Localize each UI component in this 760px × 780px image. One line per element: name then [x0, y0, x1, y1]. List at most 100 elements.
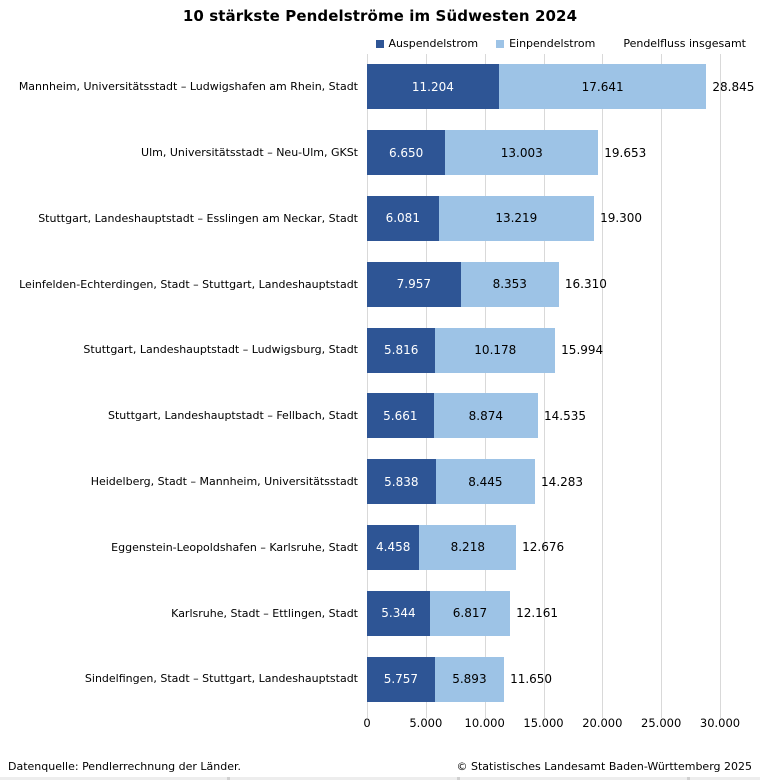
chart-title: 10 stärkste Pendelströme im Südwesten 20… — [182, 7, 578, 25]
bar-row: Sindelfingen, Stadt – Stuttgart, Landesh… — [0, 646, 760, 712]
gridline — [484, 54, 486, 718]
x-axis-tick-label: 0 — [363, 716, 371, 730]
category-label: Mannheim, Universitätsstadt – Ludwigshaf… — [18, 80, 358, 94]
stacked-bar: 7.957 8.353 16.310 — [367, 261, 607, 307]
auspendelstrom-value-label: 5.344 — [381, 606, 416, 621]
category-label: Heidelberg, Stadt – Mannheim, Universitä… — [90, 474, 358, 488]
data-source-note: Datenquelle: Pendlerrechnung der Länder. — [8, 760, 242, 773]
category-label: Karlsruhe, Stadt – Ettlingen, Stadt — [171, 606, 358, 620]
category-label: Stuttgart, Landeshauptstadt – Fellbach, … — [108, 409, 358, 423]
einpendelstrom-value-label: 13.003 — [500, 145, 543, 160]
x-axis-tick-label: 30.000 — [699, 716, 741, 730]
einpendelstrom-value-label: 5.893 — [452, 672, 487, 687]
legend-label: Einpendelstrom — [509, 37, 596, 50]
einpendelstrom-value-label: 8.218 — [450, 540, 485, 555]
auspendelstrom-segment: 6.081 — [367, 195, 439, 241]
auspendelstrom-value-label: 6.650 — [388, 145, 424, 160]
total-value-label: 11.650 — [510, 672, 553, 687]
bar-zone: 6.650 13.003 19.653 — [367, 130, 760, 176]
einpendelstrom-segment: 8.218 — [419, 524, 517, 570]
auspendelstrom-segment: 5.816 — [367, 327, 436, 373]
x-axis-tick-label: 20.000 — [582, 716, 623, 730]
auspendelstrom-value-label: 7.957 — [396, 277, 431, 292]
total-value-label: 14.283 — [541, 474, 584, 489]
auspendelstrom-value-label: 5.757 — [383, 672, 419, 687]
stacked-bar: 5.757 5.893 11.650 — [367, 656, 553, 702]
stacked-bar: 6.081 13.219 19.300 — [367, 195, 643, 241]
auspendelstrom-segment: 5.661 — [367, 393, 434, 439]
stacked-bar: 5.838 8.445 14.283 — [367, 459, 584, 505]
bar-row: Stuttgart, Landeshauptstadt – Fellbach, … — [0, 383, 760, 449]
gridline — [602, 54, 604, 718]
auspendelstrom-value-label: 5.816 — [384, 343, 419, 358]
einpendelstrom-value-label: 8.445 — [468, 474, 503, 489]
bar-zone: 5.757 5.893 11.650 — [367, 656, 760, 702]
gridline — [720, 54, 721, 718]
bottom-gridline-strip — [0, 777, 760, 780]
bar-zone: 6.081 13.219 19.300 — [367, 195, 760, 241]
auspendelstrom-segment: 5.757 — [367, 656, 435, 702]
bar-row: Ulm, Universitätsstadt – Neu-Ulm, GKSt 6… — [0, 120, 760, 186]
x-axis-tick-label: 5.000 — [409, 716, 443, 730]
einpendelstrom-segment: 8.353 — [460, 261, 559, 307]
bar-row: Leinfelden-Echterdingen, Stadt – Stuttga… — [0, 251, 760, 317]
x-axis: 0 5.000 10.000 15.000 20.000 25.000 30.000 — [0, 714, 760, 732]
legend-label: Pendelfluss insgesamt — [623, 37, 746, 50]
einpendelstrom-segment: 17.641 — [498, 64, 707, 110]
bar-zone: 5.661 8.874 14.535 — [367, 393, 760, 439]
einpendelstrom-segment: 6.817 — [429, 590, 511, 636]
auspendelstrom-value-label: 11.204 — [411, 79, 454, 94]
einpendelstrom-segment: 13.219 — [438, 195, 595, 241]
plot-area: Mannheim, Universitätsstadt – Ludwigshaf… — [0, 54, 760, 718]
bar-zone: 5.838 8.445 14.283 — [367, 459, 760, 505]
x-axis-tick-label: 25.000 — [641, 716, 682, 730]
total-value-label: 12.161 — [516, 606, 559, 621]
stacked-bar: 5.816 10.178 15.994 — [367, 327, 604, 373]
bar-zone: 4.458 8.218 12.676 — [367, 524, 760, 570]
total-value-label: 19.300 — [600, 211, 643, 226]
bar-row: Stuttgart, Landeshauptstadt – Esslingen … — [0, 186, 760, 252]
gridline — [661, 54, 663, 718]
bar-row: Eggenstein-Leopoldshafen – Karlsruhe, St… — [0, 515, 760, 581]
einpendelstrom-value-label: 10.178 — [474, 343, 517, 358]
copyright-note: © Statistisches Landesamt Baden-Württemb… — [456, 760, 752, 773]
bar-zone: 5.344 6.817 12.161 — [367, 590, 760, 636]
category-label: Stuttgart, Landeshauptstadt – Ludwigsbur… — [83, 343, 358, 357]
einpendelstrom-value-label: 8.353 — [492, 277, 527, 292]
auspendelstrom-segment: 7.957 — [367, 261, 461, 307]
gridline — [543, 54, 545, 718]
bar-zone: 7.957 8.353 16.310 — [367, 261, 760, 307]
einpendelstrom-segment: 8.445 — [435, 459, 536, 505]
auspendelstrom-value-label: 5.661 — [383, 408, 418, 423]
total-value-label: 12.676 — [522, 540, 565, 555]
stacked-bar: 4.458 8.218 12.676 — [367, 524, 565, 570]
total-value-label: 14.535 — [544, 408, 587, 423]
einpendelstrom-swatch-icon — [496, 39, 505, 48]
legend-label: Auspendelstrom — [388, 37, 479, 50]
stacked-bar: 5.661 8.874 14.535 — [367, 393, 587, 439]
einpendelstrom-value-label: 13.219 — [495, 211, 538, 226]
total-value-label: 16.310 — [564, 277, 607, 292]
auspendelstrom-value-label: 6.081 — [385, 211, 420, 226]
category-label: Leinfelden-Echterdingen, Stadt – Stuttga… — [19, 277, 358, 291]
bar-rows: Mannheim, Universitätsstadt – Ludwigshaf… — [0, 54, 760, 712]
category-label: Eggenstein-Leopoldshafen – Karlsruhe, St… — [111, 540, 358, 554]
category-label: Stuttgart, Landeshauptstadt – Esslingen … — [38, 211, 358, 225]
gridline — [425, 54, 427, 718]
legend-item-einpendelstrom: Einpendelstrom — [496, 37, 595, 50]
einpendelstrom-value-label: 8.874 — [468, 408, 503, 423]
stacked-bar: 11.204 17.641 28.845 — [367, 64, 755, 110]
legend-item-auspendelstrom: Auspendelstrom — [375, 37, 479, 50]
legend-item-pendelfluss-insgesamt: Pendelfluss insgesamt — [623, 37, 746, 50]
einpendelstrom-value-label: 6.817 — [452, 606, 488, 621]
einpendelstrom-value-label: 17.641 — [581, 79, 624, 94]
auspendelstrom-value-label: 5.838 — [384, 474, 419, 489]
bar-row: Heidelberg, Stadt – Mannheim, Universitä… — [0, 449, 760, 515]
gridline — [367, 54, 368, 718]
total-value-label: 28.845 — [712, 79, 755, 94]
einpendelstrom-segment: 5.893 — [434, 656, 505, 702]
auspendelstrom-segment: 11.204 — [367, 64, 499, 110]
total-value-label: 15.994 — [561, 343, 604, 358]
auspendelstrom-segment: 5.838 — [367, 459, 436, 505]
stacked-bar: 6.650 13.003 19.653 — [367, 130, 646, 176]
